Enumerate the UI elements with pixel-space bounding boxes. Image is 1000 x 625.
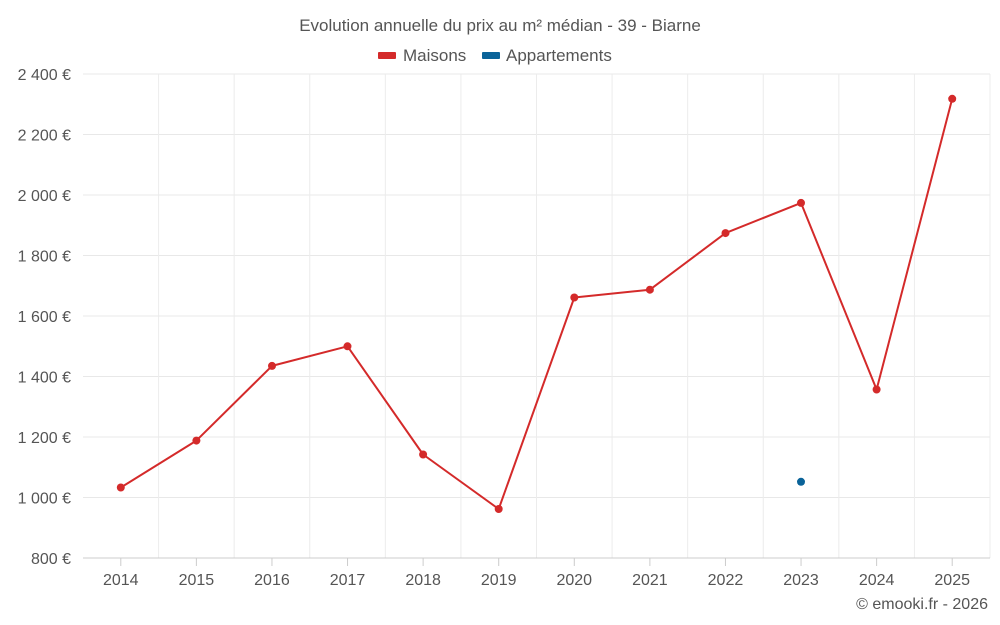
x-tick-label: 2021 [632,572,668,589]
legend-label-maisons: Maisons [403,46,466,65]
x-tick-label: 2015 [179,572,215,589]
y-tick-label: 1 800 € [18,249,71,266]
legend-swatch-appartements [482,52,500,59]
x-tick-label: 2014 [103,572,139,589]
series-line-maisons [120,98,954,510]
y-tick-label: 1 400 € [18,370,71,387]
y-tick-label: 800 € [31,551,71,568]
y-tick-label: 2 200 € [18,128,71,145]
y-tick-label: 2 400 € [18,67,71,84]
chart-title: Evolution annuelle du prix au m² médian … [299,16,701,35]
data-point-maisons[interactable] [872,385,881,394]
x-tick-label: 2018 [405,572,441,589]
axes: 800 € 1 000 € 1 200 € 1 400 € 1 600 € 1 800 €… [18,67,990,589]
data-point-maisons[interactable] [494,505,503,513]
x-tick-label: 2016 [254,572,290,589]
x-tick-label: 2017 [330,572,366,589]
x-tick-label: 2022 [708,572,744,589]
legend-swatch-maisons [378,52,396,59]
legend-item-maisons[interactable]: Maisons [378,46,466,65]
x-tick-label: 2019 [481,572,517,589]
x-tick-label: 2025 [934,572,970,589]
x-tick-label: 2020 [556,572,592,589]
y-tick-label: 1 200 € [18,430,71,447]
data-point-appartements[interactable] [797,477,805,486]
data-point-maisons[interactable] [343,342,352,351]
data-point-maisons[interactable] [570,293,579,302]
legend-label-appartements: Appartements [506,46,612,65]
grid [83,73,991,558]
legend: Maisons Appartements [378,46,612,65]
data-point-maisons[interactable] [797,198,805,207]
data-point-maisons[interactable] [268,361,276,370]
data-point-maisons[interactable] [419,450,428,459]
x-tick-label: 2023 [783,572,819,589]
legend-item-appartements[interactable]: Appartements [482,46,612,65]
data-point-maisons[interactable] [192,436,201,445]
y-tick-label: 1 000 € [18,491,71,508]
series [116,94,957,513]
data-point-maisons[interactable] [948,94,957,103]
data-point-maisons[interactable] [645,285,654,294]
data-point-maisons[interactable] [116,483,125,492]
y-tick-label: 1 600 € [18,309,71,326]
x-tick-label: 2024 [859,572,895,589]
data-point-maisons[interactable] [721,229,730,238]
credit-text: © emooki.fr - 2026 [856,596,988,613]
y-tick-label: 2 000 € [18,188,71,205]
